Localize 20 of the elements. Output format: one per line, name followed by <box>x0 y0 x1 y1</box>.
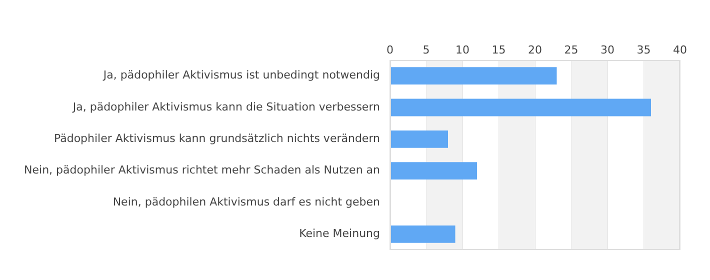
x-tick-label: 0 <box>386 43 394 56</box>
x-tick-label: 10 <box>456 43 470 56</box>
bar <box>390 130 448 148</box>
y-tick-label: Nein, pädophiler Aktivismus richtet mehr Schaden als Nutzen an <box>24 164 380 177</box>
y-tick-label: Nein, pädophilen Aktivismus darf es nicht geben <box>112 195 380 208</box>
x-tick-label: 15 <box>492 43 506 56</box>
bar <box>390 98 651 116</box>
x-tick-label: 5 <box>422 43 430 56</box>
x-tick-label: 35 <box>636 43 651 56</box>
x-tick-label: 30 <box>600 43 614 56</box>
bar <box>390 67 557 85</box>
y-tick-label: Keine Meinung <box>299 227 380 240</box>
y-tick-label: Ja, pädophiler Aktivismus kann die Situation verbessern <box>72 100 380 114</box>
bar <box>390 162 477 180</box>
y-tick-label: Pädophiler Aktivismus kann grundsätzlich nichts verändern <box>54 132 380 146</box>
y-tick-label: Ja, pädophiler Aktivismus ist unbedingt notwendig <box>102 68 380 82</box>
x-tick-label: 40 <box>673 43 687 56</box>
x-tick-label: 25 <box>564 43 578 56</box>
bar <box>390 225 456 243</box>
x-tick-label: 20 <box>528 43 542 56</box>
